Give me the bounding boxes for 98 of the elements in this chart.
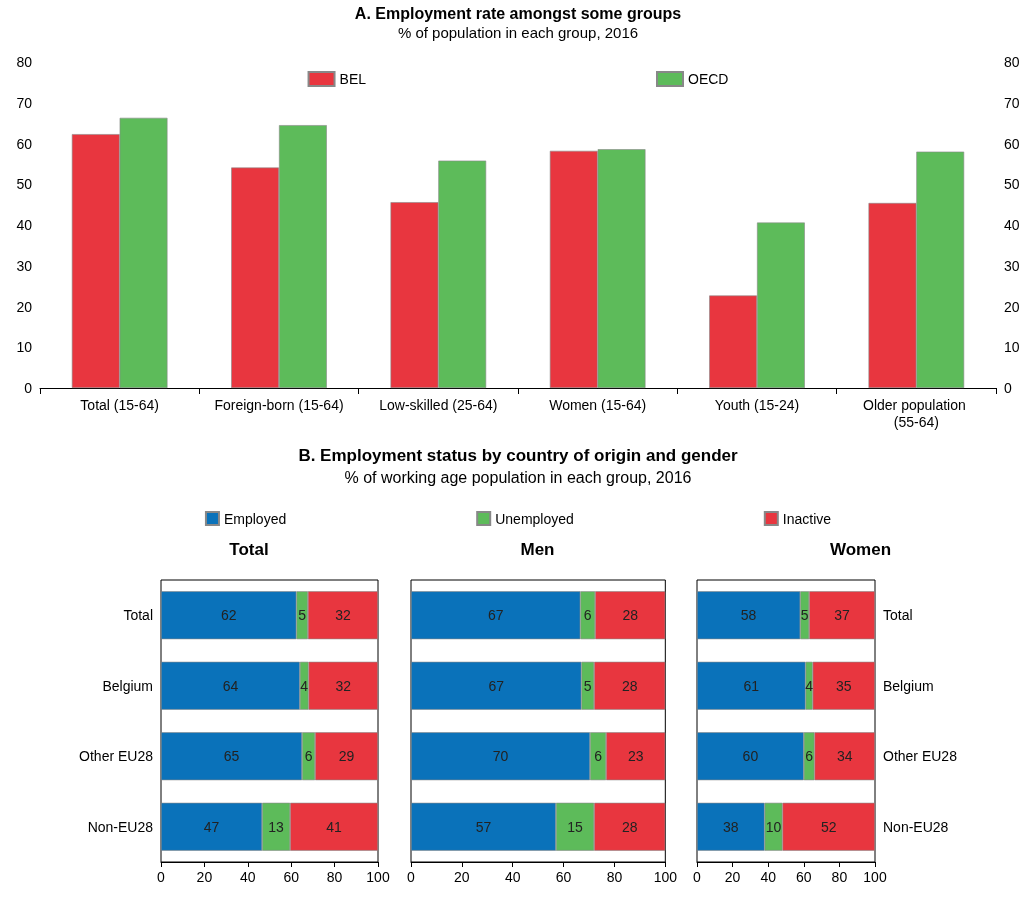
chart-title: Women: [829, 540, 892, 559]
y-tick-label: Belgium: [102, 677, 153, 694]
data-label: 41: [326, 818, 343, 835]
y2-tick-label: 60: [1004, 135, 1020, 152]
x-tick-label: 20: [724, 869, 741, 885]
x-tick-label: 0: [157, 869, 166, 885]
y-tick-label: 20: [16, 298, 33, 315]
legend-label: Employed: [223, 510, 287, 527]
data-label: 47: [203, 818, 220, 835]
y-tick-label: 60: [16, 135, 33, 152]
x-tick-label: 100: [366, 869, 390, 885]
data-label: 60: [742, 748, 759, 765]
x-tick-label: 100: [863, 869, 887, 885]
x-tick-label: 80: [606, 869, 623, 885]
y-tick-label: 80: [16, 54, 33, 70]
data-label: 5: [583, 677, 592, 694]
data-label: 37: [834, 607, 851, 624]
x-tick-label: 60: [283, 869, 300, 885]
data-label: 6: [805, 748, 814, 765]
x-tick-label: Foreign-born (15-64): [214, 396, 344, 413]
chart-title: A. Employment rate amongst some groups: [354, 4, 682, 22]
data-label: 29: [338, 748, 355, 765]
data-label: 15: [567, 818, 584, 835]
data-label: 38: [723, 818, 739, 835]
x-tick-label: Low-skilled (25-64): [379, 396, 498, 413]
data-label: 67: [488, 677, 505, 694]
data-label: 67: [487, 607, 504, 624]
data-label: 10: [765, 818, 782, 835]
x-tick-label: 80: [831, 869, 848, 885]
chart-subtitle: % of population in each group, 2016: [397, 24, 639, 41]
data-label: 28: [622, 607, 639, 624]
data-label: 6: [304, 748, 313, 765]
legend-label: Unemployed: [495, 510, 574, 527]
y-tick-label: Non-EU28: [883, 818, 949, 835]
legend-label: BEL: [339, 71, 367, 87]
x-tick-label: 40: [504, 869, 521, 885]
y-tick-label: 40: [16, 217, 33, 233]
x-tick-label: 20: [454, 869, 470, 885]
data-label: 5: [800, 607, 809, 624]
y2-tick-label: 30: [1004, 257, 1020, 274]
y2-tick-label: 50: [1004, 176, 1020, 193]
data-label: 4: [805, 677, 814, 694]
y-tick-label: Total: [883, 607, 913, 624]
x-tick-label: 40: [760, 869, 777, 885]
data-label: 6: [583, 607, 592, 624]
y-tick-label: Other EU28: [79, 748, 154, 765]
x-tick-label: 100: [653, 869, 678, 885]
data-label: 35: [836, 677, 852, 694]
x-tick-label: Total (15-64): [80, 396, 159, 413]
x-tick-label: 60: [555, 869, 572, 885]
y2-tick-label: 80: [1004, 54, 1020, 70]
data-label: 61: [743, 677, 760, 694]
text: B. Employment status by country of origin and gender: [297, 446, 739, 466]
y-tick-label: Belgium: [883, 677, 934, 694]
chart-title: Total: [229, 540, 269, 559]
data-label: 13: [268, 818, 285, 835]
y-tick-label: 50: [16, 176, 33, 193]
data-label: 34: [836, 748, 853, 765]
data-label: 58: [740, 607, 757, 624]
data-label: 5: [298, 607, 307, 624]
x-tick-label: 0: [693, 869, 702, 885]
y2-tick-label: 10: [1004, 339, 1020, 356]
x-tick-label: 40: [240, 869, 256, 885]
y2-tick-label: 40: [1004, 217, 1020, 233]
y-tick-label: 70: [16, 94, 33, 111]
data-label: 23: [627, 748, 644, 765]
y-tick-label: Total: [123, 607, 153, 624]
x-tick-label: 0: [407, 869, 416, 885]
chart-title: Men: [520, 540, 555, 559]
y-tick-label: 30: [16, 257, 33, 274]
y2-tick-label: 0: [1004, 380, 1012, 396]
text: % of working age population in each group, 2016: [343, 469, 693, 487]
data-label: 4: [300, 677, 309, 694]
data-label: 6: [594, 748, 603, 765]
y2-tick-label: 70: [1004, 94, 1020, 111]
x-tick-label: 20: [196, 869, 213, 885]
y-tick-label: Other EU28: [883, 748, 958, 765]
x-tick-label: 80: [326, 869, 343, 885]
data-label: 65: [223, 748, 240, 765]
data-label: 62: [220, 607, 237, 624]
data-label: 32: [335, 677, 352, 694]
data-label: 32: [335, 607, 351, 624]
y-tick-label: 10: [16, 339, 33, 356]
data-label: 28: [621, 677, 638, 694]
legend-label: OECD: [688, 71, 729, 87]
x-tick-label: 60: [796, 869, 812, 885]
y2-tick-label: 20: [1004, 298, 1020, 315]
data-label: 64: [222, 677, 239, 694]
y-tick-label: Non-EU28: [87, 818, 154, 835]
y-tick-label: 0: [24, 380, 33, 396]
legend-label: Inactive: [782, 510, 832, 527]
data-label: 70: [492, 748, 509, 765]
data-label: 28: [621, 818, 638, 835]
data-label: 57: [475, 818, 492, 835]
x-tick-label: Youth (15-24): [714, 396, 800, 413]
x-tick-label: Women (15-64): [549, 396, 647, 413]
x-tick-label: Older population (55-64): [863, 396, 970, 430]
data-label: 52: [820, 818, 837, 835]
